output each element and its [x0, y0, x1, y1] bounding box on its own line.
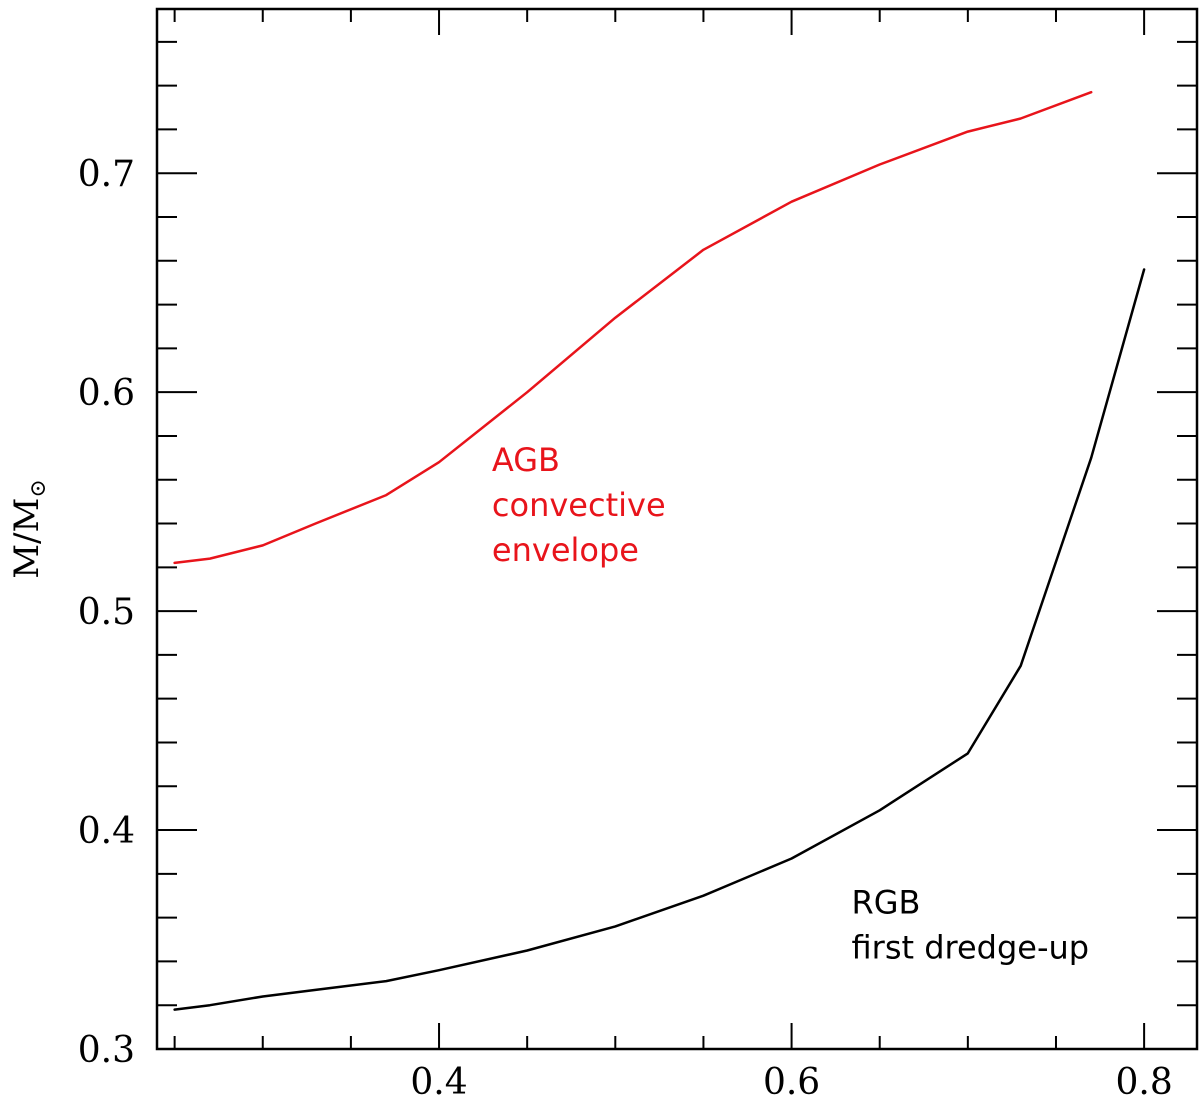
x-tick-label: 0.4	[410, 1062, 467, 1103]
x-tick-label: 0.8	[1115, 1062, 1172, 1103]
annotation-2-line-2: first dredge-up	[852, 928, 1090, 966]
series-line-2	[173, 268, 1146, 1011]
annotation-1-line-1: AGB	[492, 441, 560, 479]
y-tick-label: 0.5	[78, 592, 135, 633]
y-tick-label: 0.4	[78, 811, 135, 852]
y-axis-label-base: M/M	[7, 498, 47, 579]
annotation-2-line-1: RGB	[852, 883, 921, 921]
y-tick-label: 0.7	[78, 154, 135, 195]
series-line-1	[173, 90, 1093, 565]
annotation-1-line-3: envelope	[492, 531, 639, 569]
y-axis-label: M/M⊙	[7, 479, 51, 579]
axis-tick-labels: 0.4 0.6 0.8 0.3 0.4 0.5 0.6 0.7	[78, 154, 1173, 1103]
plot-frame	[155, 7, 1199, 1051]
y-axis-label-subscript: ⊙	[26, 479, 51, 497]
annotation-1-line-2: convective	[492, 486, 666, 524]
series-layer	[173, 90, 1146, 1011]
y-tick-label: 0.3	[78, 1030, 135, 1071]
y-tick-label: 0.6	[78, 373, 135, 414]
annotation-layer: AGB convective envelope RGB first dredge-up	[492, 441, 1089, 966]
x-tick-label: 0.6	[763, 1062, 820, 1103]
axis-ticks	[157, 9, 1197, 1050]
